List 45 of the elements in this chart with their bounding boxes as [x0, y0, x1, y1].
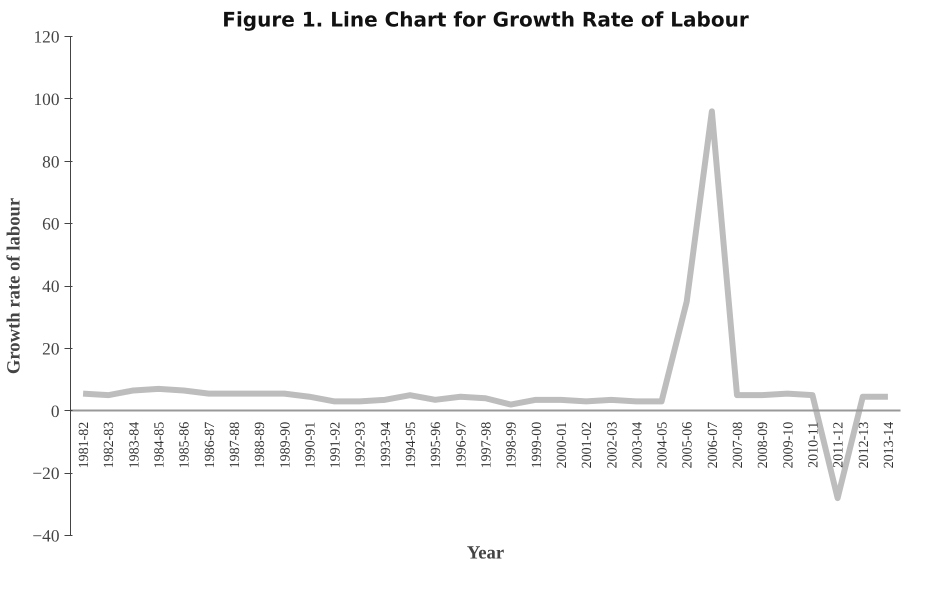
x-tick-label: 1987-88: [228, 422, 243, 468]
x-tick-label: 2009-10: [781, 422, 796, 468]
x-tick-label: 2010-11: [806, 422, 822, 468]
y-tick-label: −20: [32, 464, 60, 484]
x-tick-label: 2012-13: [856, 422, 872, 468]
x-tick-label: 1995-96: [429, 422, 444, 468]
x-tick-label: 1999-00: [530, 422, 545, 468]
x-tick-label: 1996-97: [454, 422, 470, 468]
chart-title: Figure 1. Line Chart for Growth Rate of Labour: [222, 8, 749, 32]
x-tick-label: 1994-95: [404, 422, 420, 468]
y-tick-label: 100: [34, 90, 60, 109]
y-tick-label: 60: [42, 214, 60, 234]
x-axis-title: Year: [466, 542, 504, 564]
x-tick-label: 1989-90: [278, 422, 294, 468]
x-tick-label: 2001-02: [580, 422, 596, 468]
x-tick-label: 2004-05: [656, 422, 671, 468]
y-tick-label: −40: [32, 526, 60, 546]
y-tick-label: 20: [42, 339, 60, 358]
x-tick-label: 1993-94: [378, 422, 394, 468]
y-tick-label: 40: [42, 277, 60, 296]
x-tick-label: 2005-06: [680, 422, 696, 468]
x-tick-label: 2000-01: [554, 422, 570, 468]
x-tick-label: 2003-04: [630, 422, 646, 468]
y-tick-label: 120: [34, 28, 60, 46]
x-tick-label: 1997-98: [480, 422, 494, 468]
x-tick-label: 1998-99: [504, 422, 520, 468]
x-tick-label: 1992-93: [354, 422, 369, 468]
x-tick-label: 1988-89: [253, 422, 268, 468]
x-tick-label: 1982-83: [102, 422, 118, 468]
x-tick-label: 1990-91: [303, 422, 318, 468]
y-axis-title: Growth rate of labour: [3, 198, 24, 374]
x-tick-label: 2011-12: [832, 422, 847, 468]
x-tick-label: 2008-09: [756, 422, 772, 468]
x-tick-label: 1981-82: [77, 422, 92, 468]
x-tick-label: 1984-85: [152, 422, 168, 468]
x-tick-label: 2013-14: [882, 422, 897, 468]
x-tick-label: 1985-86: [178, 422, 193, 468]
y-tick-label: 0: [50, 402, 60, 421]
x-tick-label: 2006-07: [706, 422, 721, 468]
x-tick-label: 2007-08: [731, 422, 746, 468]
x-tick-label: 2002-03: [605, 422, 620, 468]
x-tick-label: 1986-87: [202, 422, 218, 468]
x-tick-label: 1991-92: [328, 422, 344, 468]
x-tick-label: 1983-84: [127, 422, 142, 468]
y-tick-label: 80: [42, 152, 60, 172]
